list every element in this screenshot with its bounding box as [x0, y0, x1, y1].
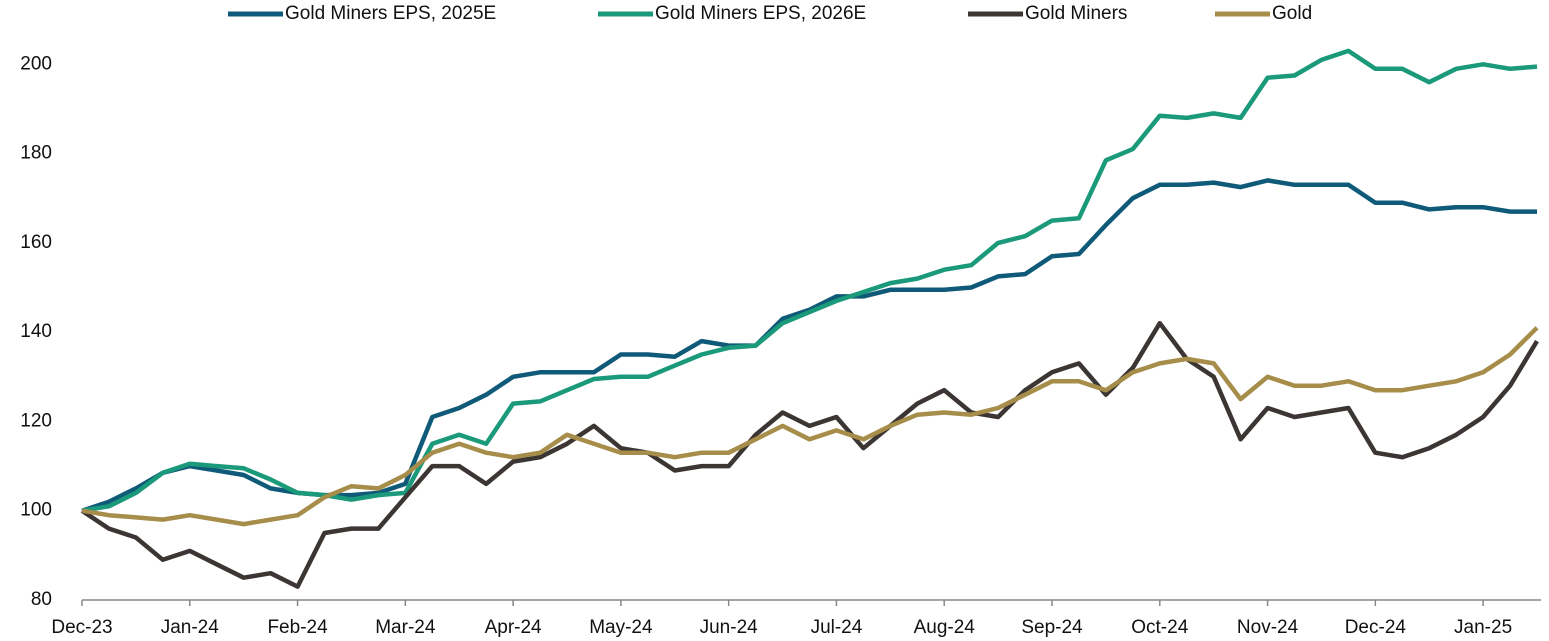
x-tick-label: Oct-24 — [1131, 617, 1188, 638]
y-tick-label: 180 — [20, 143, 52, 164]
y-tick-label: 160 — [20, 232, 52, 253]
legend-label: Gold Miners EPS, 2025E — [285, 3, 496, 24]
x-tick-label: Dec-23 — [51, 617, 112, 638]
x-tick-label: Jan-24 — [161, 617, 220, 638]
y-tick-label: 80 — [31, 589, 52, 610]
legend-label: Gold Miners — [1025, 3, 1127, 24]
y-tick-label: 100 — [20, 500, 52, 521]
series-line — [81, 178, 1537, 513]
y-tick-label: 140 — [20, 321, 52, 342]
y-tick-label: 200 — [20, 53, 52, 74]
x-tick-label: Apr-24 — [485, 617, 542, 638]
x-tick-label: Sep-24 — [1021, 617, 1083, 638]
x-tick-label: May-24 — [589, 617, 653, 638]
x-tick-label: Nov-24 — [1237, 617, 1299, 638]
x-tick-label: Dec-24 — [1345, 617, 1407, 638]
y-tick-label: 120 — [20, 410, 52, 431]
series-line — [81, 48, 1538, 513]
x-tick-label: Jan-25 — [1454, 617, 1512, 638]
series-line — [81, 326, 1539, 527]
legend-label: Gold — [1272, 3, 1312, 24]
x-tick-label: Aug-24 — [914, 617, 976, 638]
legend-label: Gold Miners EPS, 2026E — [655, 3, 866, 24]
x-tick-label: Mar-24 — [375, 617, 436, 638]
series-line — [80, 320, 1539, 589]
x-tick-label: Jul-24 — [811, 617, 863, 638]
x-tick-label: Jun-24 — [700, 617, 759, 638]
x-tick-label: Feb-24 — [267, 617, 328, 638]
